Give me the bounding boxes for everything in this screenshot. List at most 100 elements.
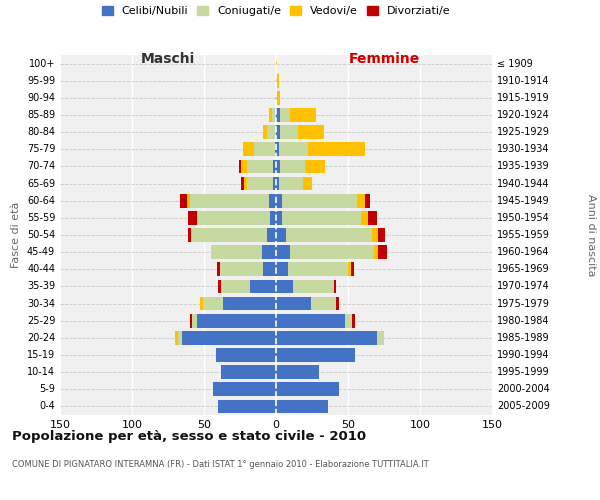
Bar	[273, 176, 276, 190]
Bar	[217, 262, 220, 276]
Bar	[190, 194, 269, 207]
Bar	[200, 296, 203, 310]
Bar	[280, 108, 290, 122]
Bar	[263, 262, 276, 276]
Bar	[191, 228, 193, 242]
Text: COMUNE DI PIGNATARO INTERAMNA (FR) - Dati ISTAT 1° gennaio 2010 - Elaborazione T: COMUNE DI PIGNATARO INTERAMNA (FR) - Dat…	[12, 460, 428, 469]
Bar	[282, 194, 356, 207]
Bar	[276, 194, 282, 207]
Bar	[279, 176, 304, 190]
Bar	[190, 314, 193, 328]
Bar	[373, 228, 378, 242]
Bar	[361, 211, 368, 224]
Bar	[178, 331, 182, 344]
Bar	[276, 400, 328, 413]
Bar	[287, 262, 348, 276]
Bar	[277, 91, 280, 104]
Bar	[239, 160, 241, 173]
Bar	[243, 142, 254, 156]
Bar	[268, 228, 276, 242]
Bar	[275, 142, 276, 156]
Bar	[345, 314, 352, 328]
Bar	[276, 228, 286, 242]
Bar	[197, 314, 276, 328]
Bar	[188, 228, 191, 242]
Bar	[182, 331, 276, 344]
Bar	[378, 246, 387, 259]
Bar	[368, 211, 377, 224]
Bar	[276, 91, 277, 104]
Bar	[187, 194, 190, 207]
Bar	[365, 194, 370, 207]
Bar	[221, 366, 276, 379]
Bar	[197, 211, 198, 224]
Y-axis label: Fasce di età: Fasce di età	[11, 202, 21, 268]
Bar	[270, 211, 276, 224]
Bar	[298, 126, 323, 139]
Bar	[262, 246, 276, 259]
Bar	[276, 108, 280, 122]
Bar	[280, 160, 305, 173]
Bar	[211, 246, 262, 259]
Bar	[351, 262, 354, 276]
Bar	[250, 280, 276, 293]
Bar	[305, 160, 325, 173]
Legend: Celibi/Nubili, Coniugati/e, Vedovi/e, Divorziati/e: Celibi/Nubili, Coniugati/e, Vedovi/e, Di…	[101, 6, 451, 16]
Bar	[198, 211, 270, 224]
Bar	[276, 176, 279, 190]
Bar	[221, 280, 250, 293]
Bar	[276, 56, 277, 70]
Bar	[276, 348, 355, 362]
Bar	[272, 108, 276, 122]
Bar	[254, 142, 275, 156]
Text: Popolazione per età, sesso e stato civile - 2010: Popolazione per età, sesso e stato civil…	[12, 430, 366, 443]
Bar	[273, 160, 276, 173]
Bar	[308, 142, 365, 156]
Bar	[334, 280, 337, 293]
Bar	[275, 91, 276, 104]
Bar	[279, 142, 308, 156]
Bar	[263, 126, 268, 139]
Bar	[223, 296, 276, 310]
Bar	[188, 211, 197, 224]
Bar	[241, 176, 244, 190]
Bar	[193, 314, 197, 328]
Bar	[282, 211, 361, 224]
Bar	[269, 194, 276, 207]
Bar	[269, 108, 272, 122]
Text: Femmine: Femmine	[349, 52, 419, 66]
Bar	[377, 331, 384, 344]
Bar	[241, 160, 247, 173]
Bar	[337, 296, 340, 310]
Bar	[276, 280, 293, 293]
Bar	[276, 314, 345, 328]
Bar	[352, 314, 355, 328]
Bar	[247, 160, 273, 173]
Bar	[276, 246, 290, 259]
Bar	[276, 74, 277, 88]
Bar	[212, 382, 276, 396]
Bar	[276, 296, 311, 310]
Text: Maschi: Maschi	[141, 52, 195, 66]
Bar	[276, 382, 340, 396]
Bar	[244, 176, 247, 190]
Bar	[348, 262, 351, 276]
Bar	[356, 194, 365, 207]
Bar	[290, 108, 316, 122]
Bar	[276, 211, 282, 224]
Bar	[276, 366, 319, 379]
Bar	[286, 228, 373, 242]
Bar	[215, 348, 276, 362]
Bar	[203, 296, 223, 310]
Bar	[374, 246, 378, 259]
Bar	[276, 126, 280, 139]
Bar	[311, 296, 337, 310]
Bar	[304, 176, 312, 190]
Bar	[378, 228, 385, 242]
Bar	[276, 160, 280, 173]
Bar	[277, 74, 279, 88]
Bar	[220, 262, 263, 276]
Bar	[293, 280, 334, 293]
Bar	[290, 246, 374, 259]
Bar	[179, 194, 187, 207]
